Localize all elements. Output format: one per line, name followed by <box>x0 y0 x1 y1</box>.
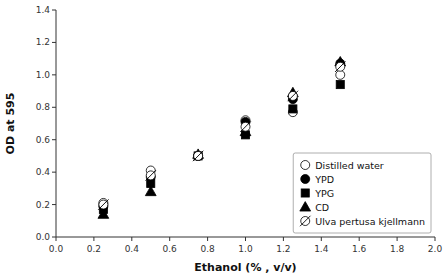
point <box>145 186 156 195</box>
legend-box <box>293 153 431 233</box>
legend-label: YPD <box>314 174 334 185</box>
marker-shape <box>194 151 203 160</box>
plot-area <box>98 56 346 218</box>
marker-slash <box>300 216 310 226</box>
point <box>289 105 297 113</box>
point <box>194 151 203 160</box>
point <box>241 122 251 132</box>
marker-shape <box>336 62 345 71</box>
marker-shape <box>98 209 109 218</box>
point <box>288 91 298 101</box>
point <box>98 209 109 218</box>
marker-shape <box>241 122 250 131</box>
point <box>194 151 203 160</box>
x-tick-label: 1.2 <box>276 244 290 254</box>
marker-shape <box>288 91 297 100</box>
legend-marker <box>300 202 311 211</box>
legend-marker <box>300 216 310 226</box>
y-tick-label: 1.0 <box>36 70 51 80</box>
x-tick-label: 1.6 <box>352 244 367 254</box>
series <box>99 81 344 214</box>
x-tick <box>169 237 170 241</box>
marker-shape <box>289 105 297 113</box>
marker-slash <box>241 122 251 132</box>
marker-shape <box>145 186 156 195</box>
marker-slash <box>335 62 345 72</box>
legend-marker <box>301 161 310 170</box>
legend-label: Ulva pertusa kjellmann <box>315 216 425 227</box>
x-tick-label: 2.0 <box>428 244 443 254</box>
y-tick-label: 0.6 <box>36 135 51 145</box>
legend-label: CD <box>315 202 329 213</box>
y-tick-label: 0.0 <box>36 232 51 242</box>
marker-shape <box>99 200 108 209</box>
x-tick <box>359 237 360 241</box>
marker-shape <box>301 161 310 170</box>
x-tick <box>435 237 436 241</box>
y-axis-label: OD at 595 <box>4 93 17 155</box>
x-tick-label: 0.8 <box>200 244 215 254</box>
legend-label: YPG <box>314 188 334 199</box>
marker-shape <box>301 217 310 226</box>
y-tick <box>52 42 56 43</box>
y-tick-label: 1.4 <box>36 5 51 15</box>
legend-label: Distilled water <box>315 160 384 171</box>
marker-slash <box>98 200 108 210</box>
series <box>98 56 346 218</box>
marker-slash <box>146 170 156 180</box>
point <box>193 151 203 161</box>
legend-marker <box>301 175 310 184</box>
marker-shape <box>301 175 310 184</box>
y-tick-label: 0.8 <box>36 102 51 112</box>
chart: 0.0 0.2 0.4 0.6 0.8 1.0 1.2 1.4 1.6 1.8 2.0 0.0 0.2 0… <box>0 0 447 279</box>
marker-shape <box>146 171 155 180</box>
point <box>146 170 156 180</box>
y-tick <box>52 10 56 11</box>
point <box>194 152 202 160</box>
marker-shape <box>336 81 344 89</box>
point <box>98 200 108 210</box>
x-axis-label: Ethanol (% , v/v) <box>194 261 296 274</box>
x-tick-label: 0.6 <box>163 244 178 254</box>
x-tick <box>131 237 132 241</box>
x-tick <box>207 237 208 241</box>
legend: Distilled water YPD YPG CD Ulva pertusa kjel… <box>293 153 431 233</box>
x-tick-label: 1.4 <box>314 244 329 254</box>
y-tick-label: 1.2 <box>36 37 50 47</box>
y-tick <box>52 237 56 238</box>
x-tick <box>93 237 94 241</box>
y-tick <box>52 139 56 140</box>
x-tick <box>56 237 57 241</box>
x-tick <box>397 237 398 241</box>
point <box>335 62 345 72</box>
y-tick-label: 0.2 <box>36 200 50 210</box>
y-tick <box>52 172 56 173</box>
marker-shape <box>194 152 202 160</box>
x-tick-label: 1.0 <box>238 244 253 254</box>
point <box>336 81 344 89</box>
point <box>336 70 345 79</box>
x-tick <box>283 237 284 241</box>
marker-slash <box>193 151 203 161</box>
y-axis <box>56 10 57 237</box>
x-tick-label: 1.8 <box>390 244 405 254</box>
x-tick-label: 0.2 <box>87 244 101 254</box>
marker-shape <box>301 189 309 197</box>
x-tick-label: 0.4 <box>125 244 140 254</box>
y-tick <box>52 107 56 108</box>
marker-shape <box>300 202 311 211</box>
y-tick <box>52 204 56 205</box>
x-tick-label: 0.0 <box>49 244 64 254</box>
marker-shape <box>336 70 345 79</box>
marker-shape <box>194 151 203 160</box>
marker-slash <box>288 91 298 101</box>
y-tick-label: 0.4 <box>36 167 51 177</box>
legend-marker <box>301 189 309 197</box>
x-tick <box>321 237 322 241</box>
x-tick <box>245 237 246 241</box>
marker-shape <box>194 151 203 160</box>
y-tick <box>52 74 56 75</box>
